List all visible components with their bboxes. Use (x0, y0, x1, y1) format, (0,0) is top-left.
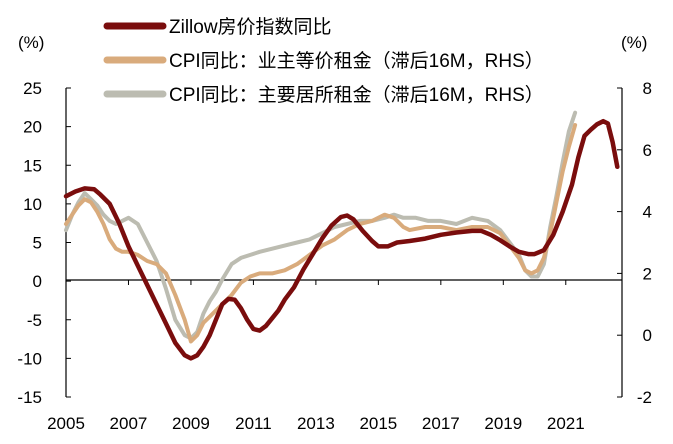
right-tick-label: 4 (643, 203, 652, 222)
left-tick-label: 20 (23, 118, 42, 137)
legend-item-rent: CPI同比：主要居所租金（滞后16M，RHS） (103, 84, 544, 106)
left-tick-label: 5 (33, 234, 42, 253)
right-tick-label: -2 (637, 388, 652, 407)
x-tick-label: 2011 (235, 414, 272, 433)
legend-label-rent: CPI同比：主要居所租金（滞后16M，RHS） (169, 84, 544, 106)
x-tick-label: 2013 (297, 414, 335, 433)
legend-label-oer: CPI同比：业主等价租金（滞后16M，RHS） (169, 50, 544, 72)
legend: Zillow房价指数同比 CPI同比：业主等价租金（滞后16M，RHS） CPI… (103, 16, 544, 106)
left-tick-label: 10 (23, 195, 42, 214)
left-tick-label: -15 (17, 388, 42, 407)
series-line-2 (64, 110, 578, 341)
legend-label-zillow: Zillow房价指数同比 (169, 16, 332, 38)
legend-item-zillow: Zillow房价指数同比 (103, 16, 332, 38)
right-tick-label: 8 (643, 79, 652, 98)
right-tick-label: 0 (643, 326, 652, 345)
left-axis-unit: (%) (18, 33, 44, 52)
series-line-0 (63, 118, 620, 361)
x-tick-label: 2019 (484, 414, 522, 433)
left-tick-label: 25 (23, 79, 42, 98)
x-tick-label: 2017 (422, 414, 460, 433)
legend-item-oer: CPI同比：业主等价租金（滞后16M，RHS） (103, 50, 544, 72)
x-tick-label: 2015 (359, 414, 397, 433)
x-tick-label: 2009 (172, 414, 210, 433)
right-tick-label: 6 (643, 141, 652, 160)
series-line-1 (64, 123, 578, 344)
left-tick-label: -5 (27, 311, 42, 330)
x-tick-label: 2021 (547, 414, 585, 433)
right-axis-unit: (%) (621, 33, 647, 52)
x-tick-label: 2005 (47, 414, 85, 433)
left-tick-label: 0 (33, 272, 42, 291)
series-layer (63, 110, 620, 361)
left-tick-label: -10 (17, 349, 42, 368)
x-tick-label: 2007 (110, 414, 148, 433)
right-tick-label: 2 (643, 264, 652, 283)
left-tick-label: 15 (23, 156, 42, 175)
